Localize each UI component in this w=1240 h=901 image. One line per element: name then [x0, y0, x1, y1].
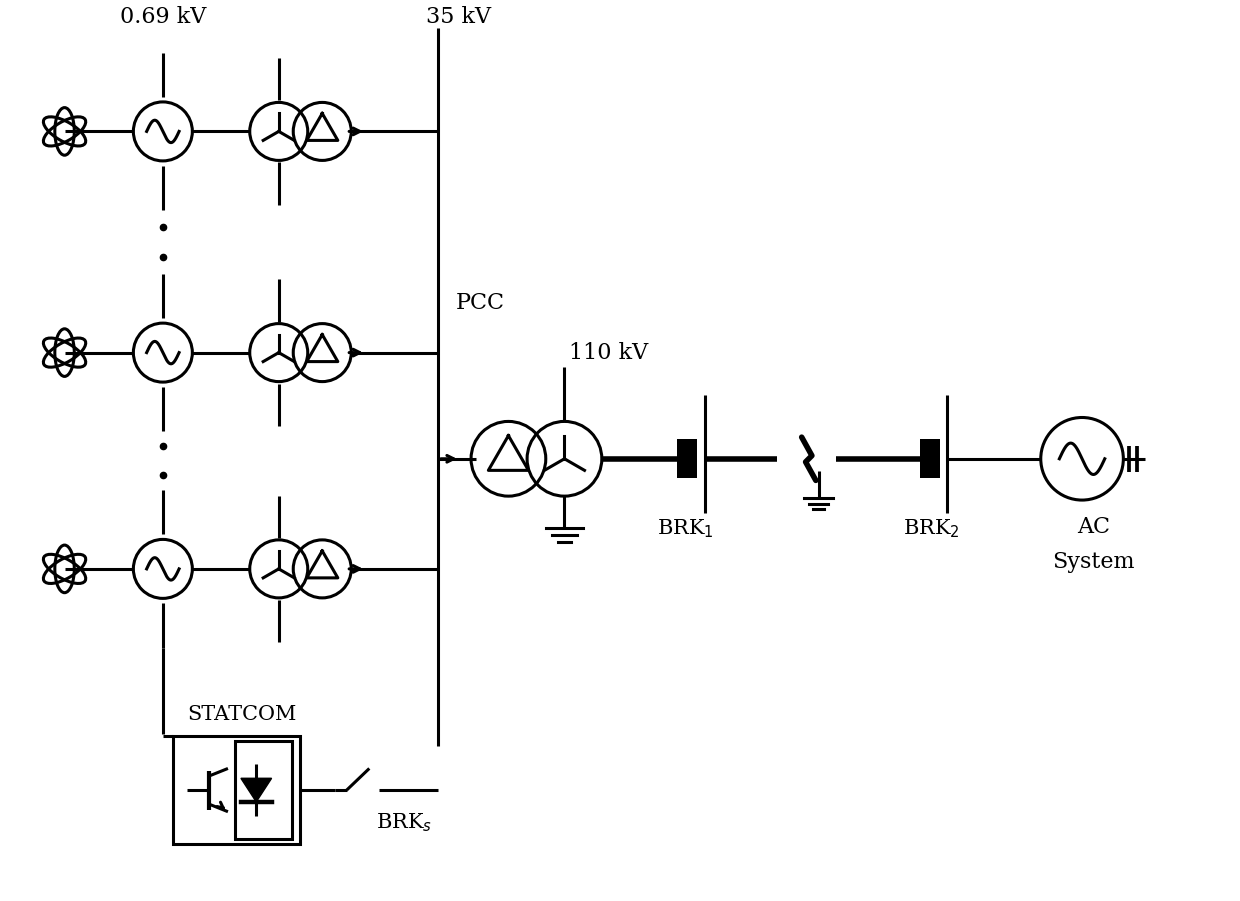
Text: STATCOM: STATCOM — [187, 705, 296, 724]
Text: 110 kV: 110 kV — [569, 342, 649, 364]
Text: PCC: PCC — [456, 293, 505, 314]
Bar — [920, 439, 940, 478]
Bar — [234, 741, 293, 839]
Text: BRK$_2$: BRK$_2$ — [903, 518, 960, 541]
Text: 0.69 kV: 0.69 kV — [120, 6, 206, 28]
Bar — [677, 439, 697, 478]
Text: 35 kV: 35 kV — [427, 6, 491, 28]
Bar — [172, 736, 300, 844]
Text: System: System — [1053, 551, 1135, 573]
Text: BRK$_s$: BRK$_s$ — [376, 812, 433, 834]
Text: BRK$_1$: BRK$_1$ — [656, 518, 713, 541]
Text: AC: AC — [1078, 515, 1110, 538]
Polygon shape — [241, 778, 272, 802]
